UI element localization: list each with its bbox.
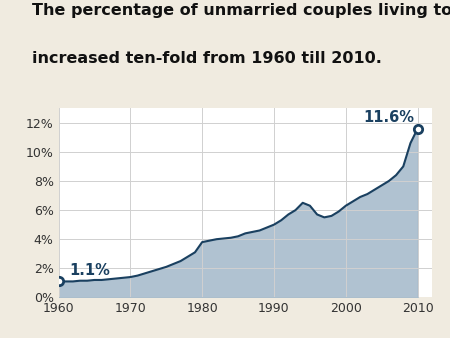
Text: increased ten-fold from 1960 till 2010.: increased ten-fold from 1960 till 2010.: [32, 51, 382, 66]
Text: 11.6%: 11.6%: [364, 110, 415, 125]
Text: The percentage of unmarried couples living together has: The percentage of unmarried couples livi…: [32, 3, 450, 18]
Text: 1.1%: 1.1%: [69, 263, 110, 278]
